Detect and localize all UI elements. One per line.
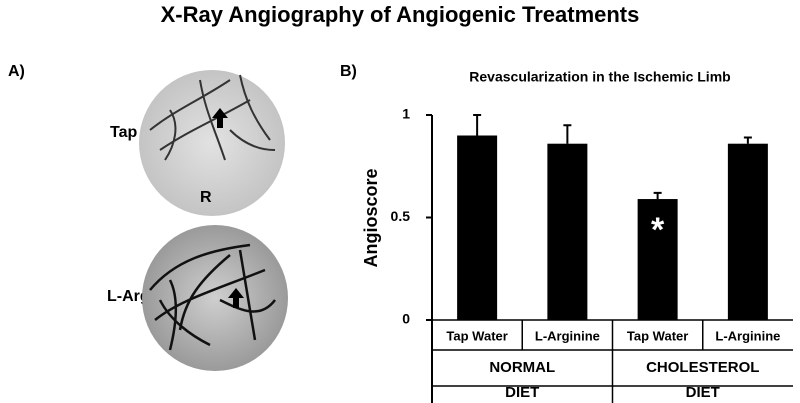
x-tick-label: Tap Water <box>627 328 688 343</box>
panel-label: B) <box>340 63 357 80</box>
figure-title: X-Ray Angiography of Angiogenic Treatmen… <box>161 2 640 27</box>
group-label: DIET <box>686 384 720 401</box>
group-label: CHOLESTEROL <box>646 359 759 376</box>
panel-label: A) <box>8 63 25 80</box>
group-label: DIET <box>505 384 539 401</box>
y-tick-label: 0 <box>402 311 410 327</box>
bar <box>727 143 768 320</box>
angiogram: R <box>139 70 285 216</box>
error-bar <box>473 114 482 136</box>
x-tick-label: L-Arginine <box>535 328 600 343</box>
chart-title: Revascularization in the Ischemic Limb <box>469 69 730 85</box>
error-bar <box>743 136 752 144</box>
group-label: NORMAL <box>489 359 555 376</box>
y-axis-label: Angioscore <box>361 168 381 267</box>
y-tick-label: 0.5 <box>391 208 411 224</box>
x-tick-label: L-Arginine <box>715 328 780 343</box>
bar <box>547 143 588 320</box>
angiogram <box>142 225 288 371</box>
bar <box>637 199 678 320</box>
error-bar <box>653 191 662 200</box>
annotation: * <box>651 211 665 249</box>
image-marker: R <box>200 189 212 206</box>
x-tick-label: Tap Water <box>446 328 507 343</box>
bar <box>457 135 498 320</box>
y-tick-label: 1 <box>402 106 410 122</box>
error-bar <box>563 124 572 144</box>
